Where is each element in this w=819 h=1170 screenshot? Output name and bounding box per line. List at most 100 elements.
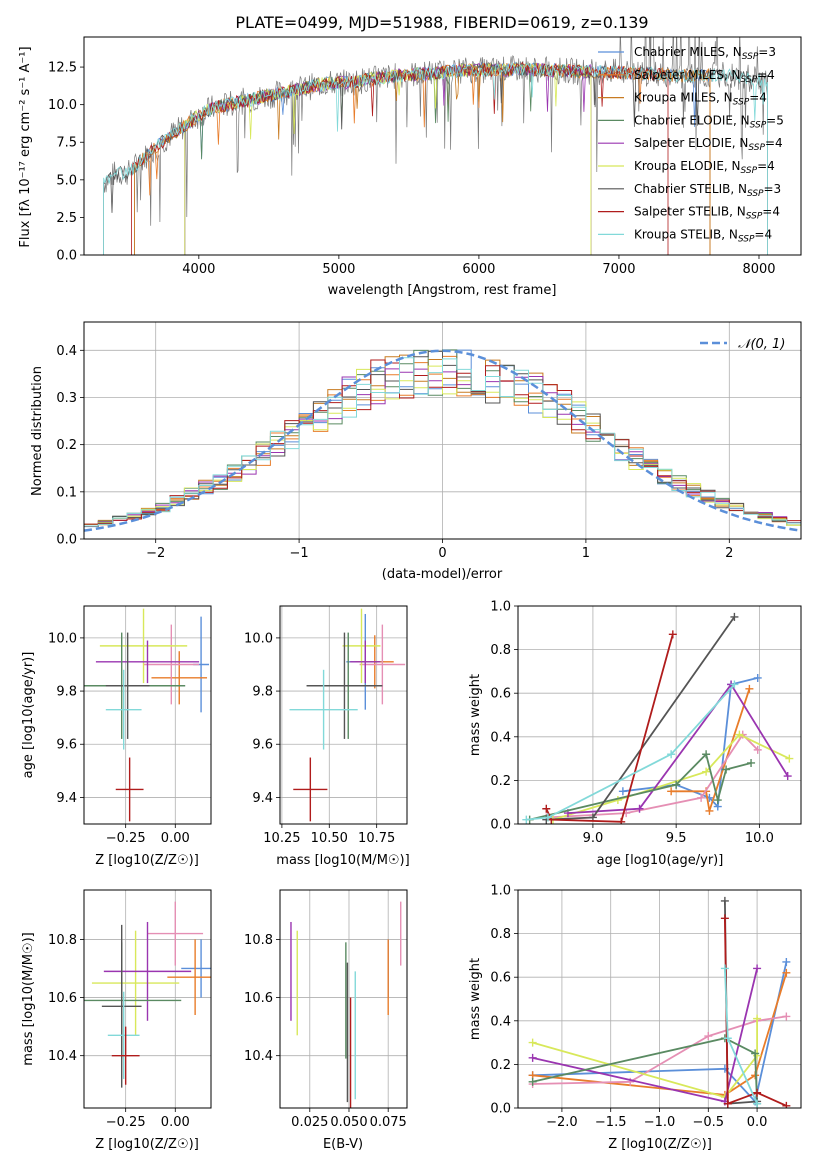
y-tick-label: 0.0 [56, 249, 77, 264]
residual-ylabel: Normed distribution [30, 366, 45, 496]
y-tick-label: 1.0 [490, 600, 511, 615]
x-tick-label: −1 [290, 546, 309, 561]
weight-marker [782, 968, 791, 977]
age-mass-frame [279, 605, 408, 825]
y-tick-label: 0.0 [490, 818, 511, 833]
weight-marker [668, 630, 677, 639]
spectrum-xlabel: wavelength [Angstrom, rest frame] [328, 283, 557, 298]
weight-marker [704, 1032, 713, 1041]
weight-marker [697, 793, 706, 802]
x-tick-label: 10.25 [263, 831, 300, 846]
x-tick-label: 2 [725, 546, 733, 561]
mass-metallicity-frame [83, 889, 212, 1109]
weight-marker [720, 964, 729, 973]
x-tick-label: 0.0 [747, 1115, 768, 1130]
spectrum-frame [83, 36, 802, 256]
x-tick-label: 8000 [742, 262, 775, 277]
figure-title: PLATE=0499, MJD=51988, FIBERID=0619, z=0… [235, 13, 648, 32]
age-vs-metallicity-panel: −0.25 0.00 9.4 9.6 9.8 10.0 Z [log10(Z/Z☉)] a… [21, 605, 212, 868]
weight-marker [753, 1088, 762, 1097]
x-tick-label: −0.5 [693, 1115, 725, 1130]
y-tick-label: 10.0 [48, 631, 77, 646]
weight-line [671, 688, 751, 812]
y-tick-label: 0.0 [490, 1102, 511, 1117]
weight-marker [785, 754, 794, 763]
x-tick-label: −0.25 [106, 1115, 146, 1130]
weight-marker [720, 914, 729, 923]
weight-marker [528, 1038, 537, 1047]
weight-line [532, 972, 788, 1096]
y-tick-label: 0.6 [490, 687, 511, 702]
y-tick-label: 0.4 [490, 1014, 511, 1029]
residuals-frame [83, 321, 802, 540]
weight-line [529, 752, 752, 821]
spectrum-model-line [103, 62, 768, 255]
age-metallicity-marks [84, 608, 210, 822]
mass-extinction-marks [290, 901, 402, 1108]
normal-legend-label: 𝒩(0, 1) [738, 337, 785, 352]
legend-entry: Salpeter MILES, NSSP=4 [634, 68, 775, 85]
legend-entry: Salpeter ELODIE, NSSP=4 [634, 136, 783, 153]
weight-marker [753, 673, 762, 682]
x-tick-label: 10.75 [358, 831, 395, 846]
residual-histogram [84, 359, 801, 525]
weight-metallicity-frame [517, 889, 802, 1109]
weight-marker [702, 767, 711, 776]
y-tick-label: 0.4 [56, 344, 77, 359]
weight-marker [723, 1034, 732, 1043]
weight-marker [722, 765, 731, 774]
legend-entry: Chabrier ELODIE, NSSP=5 [634, 113, 784, 130]
residual-histogram [84, 365, 801, 526]
weight-line [532, 1037, 758, 1104]
weight-vs-age-panel: 9.0 9.5 10.0 0.0 0.2 0.4 0.6 0.8 1.0 age [log10(… [468, 600, 802, 868]
x-tick-label: 0.025 [291, 1115, 328, 1130]
y-tick-label: 0.2 [56, 438, 77, 453]
y-tick-label: 9.6 [56, 738, 77, 753]
weight-line [567, 682, 789, 814]
weight-marker [618, 787, 627, 796]
weight-marker [753, 745, 762, 754]
y-tick-label: 0.8 [490, 643, 511, 658]
y-tick-label: 9.6 [252, 738, 273, 753]
x-tick-label: 0 [438, 546, 446, 561]
x-tick-label: 10.50 [311, 831, 348, 846]
y-tick-label: 9.8 [56, 685, 77, 700]
weight-marker [730, 612, 739, 621]
y-tick-label: 0.2 [490, 774, 511, 789]
y-tick-label: 5.0 [56, 173, 77, 188]
x-tick-label: 6000 [462, 262, 495, 277]
mass-metallicity-xlabel: Z [log10(Z/Z☉)] [95, 1137, 199, 1152]
x-tick-label: 0.075 [370, 1115, 407, 1130]
weight-marker [528, 1053, 537, 1062]
residual-panel: −2 −1 0 1 2 0.0 0.1 0.2 0.3 0.4 𝒩(0, 1) (data-mod… [30, 321, 802, 582]
weight-age-xlabel: age [log10(age/yr)] [597, 853, 724, 868]
weight-marker [522, 815, 531, 824]
weight-age-marks [522, 612, 794, 824]
y-tick-label: 10.6 [244, 991, 273, 1006]
y-tick-label: 10.0 [48, 98, 77, 113]
x-tick-label: −1.5 [595, 1115, 627, 1130]
y-tick-label: 10.0 [244, 631, 273, 646]
weight-marker [720, 896, 729, 905]
weight-marker [782, 1012, 791, 1021]
y-tick-label: 1.0 [490, 884, 511, 899]
legend-entry: Kroupa ELODIE, NSSP=4 [634, 159, 775, 176]
residual-xlabel: (data-model)/error [382, 567, 503, 582]
x-tick-label: −0.25 [106, 831, 146, 846]
age-vs-mass-panel: 10.25 10.50 10.75 9.4 9.6 9.8 10.0 mass [log10… [244, 605, 410, 868]
weight-marker [753, 964, 762, 973]
weight-marker [635, 804, 644, 813]
age-metallicity-xlabel: Z [log10(Z/Z☉)] [95, 853, 199, 868]
y-tick-label: 10.8 [244, 933, 273, 948]
weight-marker [528, 1077, 537, 1086]
y-tick-label: 0.0 [56, 533, 77, 548]
age-metallicity-grid [84, 606, 211, 824]
weight-marker [667, 787, 676, 796]
mass-vs-metallicity-panel: −0.25 0.00 10.4 10.6 10.8 Z [log10(Z/Z☉)] ma… [21, 889, 212, 1152]
y-tick-label: 0.3 [56, 391, 77, 406]
age-metallicity-frame [83, 605, 212, 825]
legend-entry: Chabrier STELIB, NSSP=3 [634, 182, 781, 199]
weight-marker [713, 796, 722, 805]
weight-marker [783, 772, 792, 781]
